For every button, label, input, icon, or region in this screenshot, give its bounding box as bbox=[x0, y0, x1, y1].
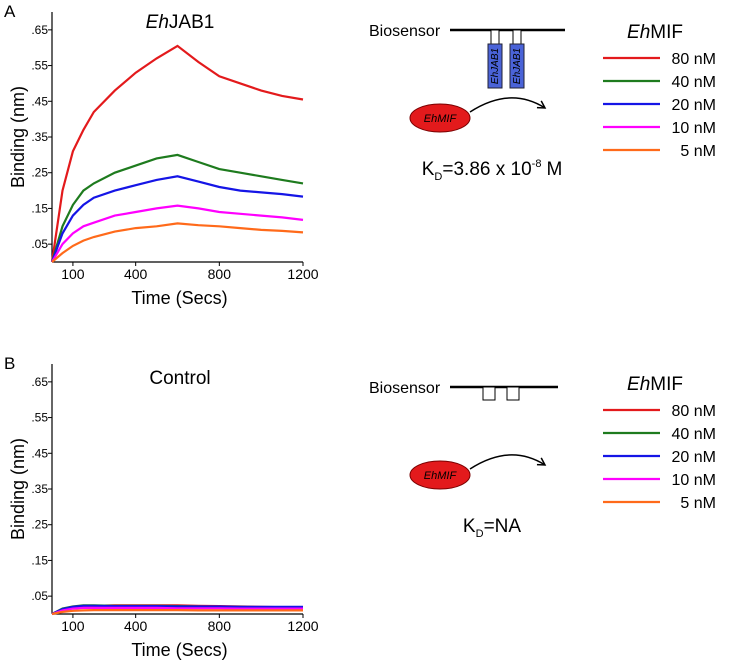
linker bbox=[482, 386, 496, 401]
series-line bbox=[51, 204, 304, 263]
ligand-label: EhMIF bbox=[424, 470, 458, 482]
roman-part: MIF bbox=[650, 374, 683, 395]
roman-part: MIF bbox=[650, 22, 683, 43]
legend-label: 80 nM bbox=[672, 403, 716, 420]
y-tick-label: .15 bbox=[31, 201, 48, 215]
y-tick-label: .45 bbox=[31, 94, 48, 108]
x-tick-label: 1200 bbox=[287, 266, 318, 282]
ligand-label: EhMIF bbox=[424, 113, 458, 125]
linker bbox=[490, 29, 500, 45]
legend-label: 40 nM bbox=[672, 74, 716, 91]
series-line bbox=[51, 609, 303, 616]
kd-unit: M bbox=[546, 159, 562, 180]
kd-subscript: D bbox=[434, 171, 442, 183]
kd-symbol: K bbox=[422, 159, 435, 180]
legend-label: 20 nM bbox=[672, 449, 716, 466]
y-tick-label: .25 bbox=[31, 518, 48, 532]
linker bbox=[512, 29, 522, 45]
kd-subscript: D bbox=[476, 528, 484, 540]
chart-title: Control bbox=[149, 368, 210, 389]
legend-title: EhMIF bbox=[627, 22, 683, 43]
series-line bbox=[50, 153, 304, 263]
ligand bbox=[409, 460, 471, 490]
series-line bbox=[51, 222, 304, 263]
series-line bbox=[50, 44, 304, 263]
legend-label: 80 nM bbox=[672, 51, 716, 68]
legend-label: 5 nM bbox=[680, 143, 716, 160]
y-tick-label: .05 bbox=[31, 589, 48, 603]
italic-part: Eh bbox=[627, 22, 650, 43]
x-tick-label: 100 bbox=[61, 618, 85, 634]
x-axis-label: Time (Secs) bbox=[131, 640, 227, 660]
legend-label: 10 nM bbox=[672, 120, 716, 137]
biosensor-label: Biosensor bbox=[369, 23, 441, 40]
panel-label: A bbox=[4, 2, 16, 21]
chart-title: EhJAB1 bbox=[146, 12, 215, 33]
x-axis-label: Time (Secs) bbox=[131, 288, 227, 308]
series-line bbox=[51, 604, 303, 615]
y-tick-label: .65 bbox=[31, 375, 48, 389]
legend-label: 40 nM bbox=[672, 426, 716, 443]
biosensor-label: Biosensor bbox=[369, 380, 441, 397]
kd-value: =3.86 x 10 bbox=[442, 159, 531, 180]
x-tick-label: 400 bbox=[124, 618, 148, 634]
kd-exponent: -8 bbox=[532, 158, 542, 170]
kd-text: KD=3.86 x 10-8 M bbox=[422, 158, 563, 183]
x-tick-label: 400 bbox=[124, 266, 148, 282]
kd-value: =NA bbox=[484, 516, 522, 537]
arrow bbox=[469, 97, 547, 113]
roman-part: JAB1 bbox=[169, 12, 214, 33]
y-axis-label: Binding (nm) bbox=[8, 86, 28, 188]
receptor-label: EhJAB1 bbox=[512, 48, 523, 84]
y-tick-label: .25 bbox=[31, 166, 48, 180]
italic-part: Eh bbox=[146, 12, 169, 33]
legend-label: 20 nM bbox=[672, 97, 716, 114]
legend-title: EhMIF bbox=[627, 374, 683, 395]
y-axis-label: Binding (nm) bbox=[8, 438, 28, 540]
y-tick-label: .35 bbox=[31, 130, 48, 144]
y-tick-label: .65 bbox=[31, 23, 48, 37]
italic-part: Eh bbox=[627, 374, 650, 395]
receptor-label: EhJAB1 bbox=[490, 48, 501, 84]
series-line bbox=[50, 175, 304, 263]
x-tick-label: 800 bbox=[208, 266, 232, 282]
linker bbox=[506, 386, 520, 401]
x-tick-label: 800 bbox=[208, 618, 232, 634]
y-tick-label: .05 bbox=[31, 237, 48, 251]
legend-label: 5 nM bbox=[680, 495, 716, 512]
kd-symbol: K bbox=[463, 516, 476, 537]
y-tick-label: .55 bbox=[31, 411, 48, 425]
x-tick-label: 100 bbox=[61, 266, 85, 282]
y-tick-label: .55 bbox=[31, 59, 48, 73]
y-tick-label: .35 bbox=[31, 482, 48, 496]
receptor bbox=[487, 43, 503, 89]
receptor bbox=[509, 43, 525, 89]
kd-text: KD=NA bbox=[463, 516, 521, 540]
panel-label: B bbox=[4, 354, 15, 373]
legend-label: 10 nM bbox=[672, 472, 716, 489]
ligand bbox=[409, 103, 471, 133]
y-tick-label: .45 bbox=[31, 446, 48, 460]
x-tick-label: 1200 bbox=[287, 618, 318, 634]
y-tick-label: .15 bbox=[31, 553, 48, 567]
arrow bbox=[469, 454, 547, 470]
series-line bbox=[51, 606, 303, 616]
